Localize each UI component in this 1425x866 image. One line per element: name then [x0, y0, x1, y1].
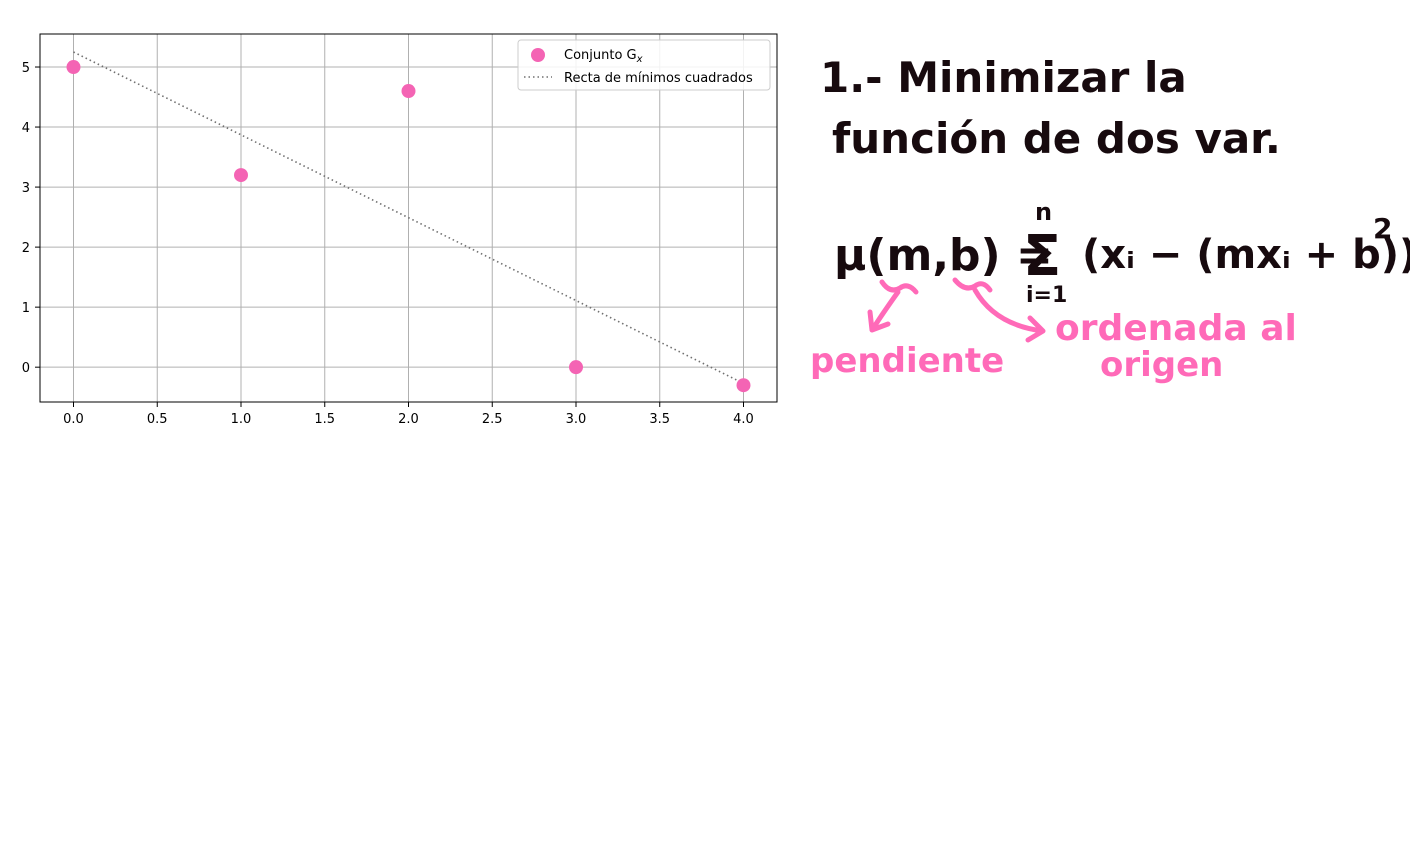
x-tick-label: 2.5 — [482, 412, 503, 427]
least-squares-line — [73, 51, 744, 385]
note-step-title-line1: 1.- Minimizar la — [820, 53, 1187, 102]
legend: Conjunto Gx Recta de mínimos cuadrados — [517, 39, 771, 91]
sum-lower-limit: i=1 — [1026, 283, 1067, 308]
grid-lines — [40, 34, 777, 402]
y-tick-label: 2 — [22, 241, 30, 256]
formula-exponent: 2 — [1373, 212, 1392, 245]
label-ordenada-line2: origen — [1100, 345, 1223, 385]
sum-symbol: Σ — [1023, 224, 1061, 289]
x-tick-label: 3.5 — [649, 412, 670, 427]
y-tick-label: 1 — [22, 301, 30, 316]
handwritten-notes: 1.- Minimizar la función de dos var. μ(m… — [810, 53, 1410, 385]
y-axis-ticks: 0 1 2 3 4 5 — [22, 61, 40, 376]
formula-rhs: (xᵢ − (mxᵢ + b)) — [1082, 232, 1410, 278]
formula-lhs: μ(m,b) = — [834, 230, 1053, 281]
x-axis-ticks: 0.0 0.5 1.0 1.5 2.0 2.5 3.0 3.5 4.0 — [63, 402, 754, 427]
label-ordenada-line1: ordenada al — [1055, 308, 1297, 349]
data-point — [401, 84, 416, 99]
y-tick-label: 5 — [22, 61, 30, 76]
note-step-title-line2: función de dos var. — [832, 114, 1281, 163]
brace-under-m — [879, 279, 919, 295]
x-tick-label: 1.5 — [314, 412, 335, 427]
data-point — [66, 60, 81, 75]
sum-upper-limit: n — [1035, 198, 1052, 226]
x-tick-label: 2.0 — [398, 412, 419, 427]
data-point — [569, 360, 583, 375]
brace-under-b — [952, 277, 993, 293]
x-tick-label: 1.0 — [231, 412, 252, 427]
least-squares-chart: 0.0 0.5 1.0 1.5 2.0 2.5 3.0 3.5 4.0 0 1 2 3 4 5 Conju… — [22, 33, 778, 427]
x-tick-label: 0.5 — [147, 412, 168, 427]
x-tick-label: 4.0 — [733, 412, 754, 427]
legend-label-points: Conjunto Gx — [564, 48, 643, 65]
x-tick-label: 0.0 — [63, 412, 84, 427]
data-point — [736, 378, 751, 393]
legend-marker-points — [531, 48, 545, 62]
y-tick-label: 3 — [22, 181, 30, 196]
x-tick-label: 3.0 — [566, 412, 587, 427]
legend-box — [517, 39, 771, 91]
arrow-to-pendiente — [867, 289, 901, 333]
legend-label-line: Recta de mínimos cuadrados — [564, 71, 753, 86]
y-tick-label: 0 — [22, 361, 30, 376]
label-pendiente: pendiente — [810, 341, 1004, 381]
series-layer — [66, 51, 751, 393]
y-tick-label: 4 — [22, 121, 30, 136]
data-point — [234, 168, 248, 183]
arrow-to-ordenada — [972, 287, 1046, 343]
